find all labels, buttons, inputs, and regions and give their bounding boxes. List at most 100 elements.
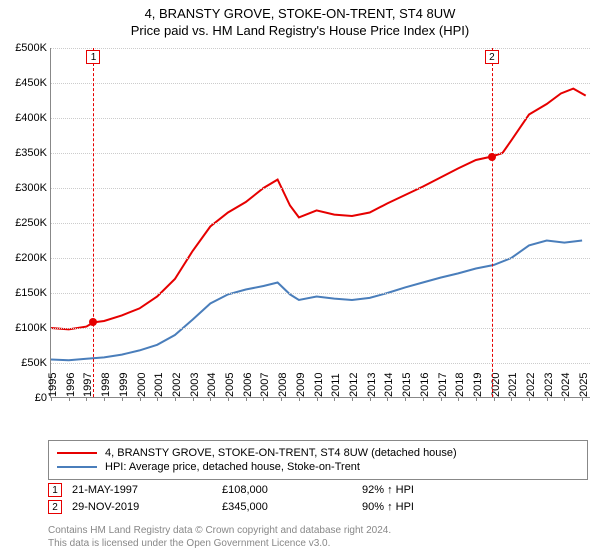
- x-axis-label: 2005: [220, 373, 236, 397]
- transaction-number-badge: 1: [48, 483, 62, 497]
- x-axis-label: 2023: [538, 373, 554, 397]
- x-tick: [317, 397, 318, 401]
- x-tick: [405, 397, 406, 401]
- x-tick: [193, 397, 194, 401]
- x-axis-label: 1997: [78, 373, 94, 397]
- grid-line: [51, 83, 590, 84]
- x-axis-label: 2001: [149, 373, 165, 397]
- x-axis-label: 2019: [468, 373, 484, 397]
- x-tick: [86, 397, 87, 401]
- transaction-vs-hpi: 90% ↑ HPI: [362, 501, 482, 513]
- legend-label: 4, BRANSTY GROVE, STOKE-ON-TRENT, ST4 8U…: [105, 447, 457, 459]
- x-tick: [281, 397, 282, 401]
- transaction-row: 229-NOV-2019£345,00090% ↑ HPI: [48, 500, 588, 514]
- transaction-price: £345,000: [222, 501, 362, 513]
- x-axis-label: 1996: [60, 373, 76, 397]
- x-axis-label: 2004: [202, 373, 218, 397]
- title-line-2: Price paid vs. HM Land Registry's House …: [0, 23, 600, 38]
- x-tick: [334, 397, 335, 401]
- y-axis-label: £200K: [15, 252, 51, 264]
- x-axis-label: 2015: [397, 373, 413, 397]
- x-axis-label: 2000: [131, 373, 147, 397]
- x-tick: [582, 397, 583, 401]
- x-tick: [122, 397, 123, 401]
- transaction-row: 1 21-MAY-1997£108,00092% ↑ HPI: [48, 483, 588, 497]
- y-axis-label: £450K: [15, 77, 51, 89]
- grid-line: [51, 188, 590, 189]
- footer-attribution: Contains HM Land Registry data © Crown c…: [48, 524, 391, 550]
- transaction-table: 1 21-MAY-1997£108,00092% ↑ HPI 229-NOV-201…: [48, 480, 588, 517]
- x-axis-label: 2012: [344, 373, 360, 397]
- y-axis-label: £250K: [15, 217, 51, 229]
- x-tick: [564, 397, 565, 401]
- title-line-1: 4, BRANSTY GROVE, STOKE-ON-TRENT, ST4 8U…: [0, 6, 600, 21]
- x-axis-label: 2013: [361, 373, 377, 397]
- chart-plot-area: £0£50K£100K£150K£200K£250K£300K£350K£400…: [50, 48, 590, 398]
- x-axis-label: 2022: [521, 373, 537, 397]
- x-axis-label: 2018: [450, 373, 466, 397]
- grid-line: [51, 48, 590, 49]
- x-tick: [69, 397, 70, 401]
- y-axis-label: £400K: [15, 112, 51, 124]
- x-tick: [370, 397, 371, 401]
- x-tick: [175, 397, 176, 401]
- legend-swatch: [57, 466, 97, 468]
- x-axis-label: 2009: [291, 373, 307, 397]
- x-axis-label: 1999: [114, 373, 130, 397]
- legend-swatch: [57, 452, 97, 454]
- transaction-date: 29-NOV-2019: [72, 501, 222, 513]
- x-tick: [458, 397, 459, 401]
- x-tick: [511, 397, 512, 401]
- y-axis-label: £150K: [15, 287, 51, 299]
- x-tick: [494, 397, 495, 401]
- x-tick: [228, 397, 229, 401]
- y-axis-label: £300K: [15, 182, 51, 194]
- x-tick: [140, 397, 141, 401]
- footer-line-1: Contains HM Land Registry data © Crown c…: [48, 524, 391, 537]
- x-axis-label: 2017: [432, 373, 448, 397]
- x-axis-label: 2002: [167, 373, 183, 397]
- x-axis-label: 2006: [238, 373, 254, 397]
- grid-line: [51, 223, 590, 224]
- x-tick: [441, 397, 442, 401]
- y-axis-label: £100K: [15, 322, 51, 334]
- grid-line: [51, 363, 590, 364]
- grid-line: [51, 153, 590, 154]
- legend-label: HPI: Average price, detached house, Stok…: [105, 461, 360, 473]
- x-tick: [263, 397, 264, 401]
- x-tick: [476, 397, 477, 401]
- x-axis-label: 2020: [485, 373, 501, 397]
- x-axis-label: 2003: [184, 373, 200, 397]
- title-block: 4, BRANSTY GROVE, STOKE-ON-TRENT, ST4 8U…: [0, 0, 600, 38]
- sale-number-badge: 2: [485, 50, 499, 64]
- footer-line-2: This data is licensed under the Open Gov…: [48, 537, 391, 550]
- legend-box: 4, BRANSTY GROVE, STOKE-ON-TRENT, ST4 8U…: [48, 440, 588, 480]
- sale-date-line: [492, 48, 493, 397]
- grid-line: [51, 258, 590, 259]
- chart-container: 4, BRANSTY GROVE, STOKE-ON-TRENT, ST4 8U…: [0, 0, 600, 560]
- x-axis-label: 2008: [273, 373, 289, 397]
- x-axis-label: 2016: [415, 373, 431, 397]
- x-tick: [352, 397, 353, 401]
- grid-line: [51, 328, 590, 329]
- x-axis-label: 2011: [326, 373, 342, 397]
- x-axis-label: 2010: [308, 373, 324, 397]
- x-axis-label: 2021: [503, 373, 519, 397]
- sale-marker: [89, 318, 97, 326]
- x-axis-label: 1998: [96, 373, 112, 397]
- x-axis-label: 1995: [43, 373, 59, 397]
- transaction-date: 21-MAY-1997: [72, 484, 222, 496]
- sale-marker: [488, 153, 496, 161]
- x-tick: [387, 397, 388, 401]
- grid-line: [51, 293, 590, 294]
- x-tick: [246, 397, 247, 401]
- grid-line: [51, 118, 590, 119]
- y-axis-label: £350K: [15, 147, 51, 159]
- transaction-price: £108,000: [222, 484, 362, 496]
- transaction-vs-hpi: 92% ↑ HPI: [362, 484, 482, 496]
- y-axis-label: £500K: [15, 42, 51, 54]
- x-tick: [299, 397, 300, 401]
- legend-row: 4, BRANSTY GROVE, STOKE-ON-TRENT, ST4 8U…: [57, 447, 579, 459]
- x-axis-label: 2014: [379, 373, 395, 397]
- x-tick: [547, 397, 548, 401]
